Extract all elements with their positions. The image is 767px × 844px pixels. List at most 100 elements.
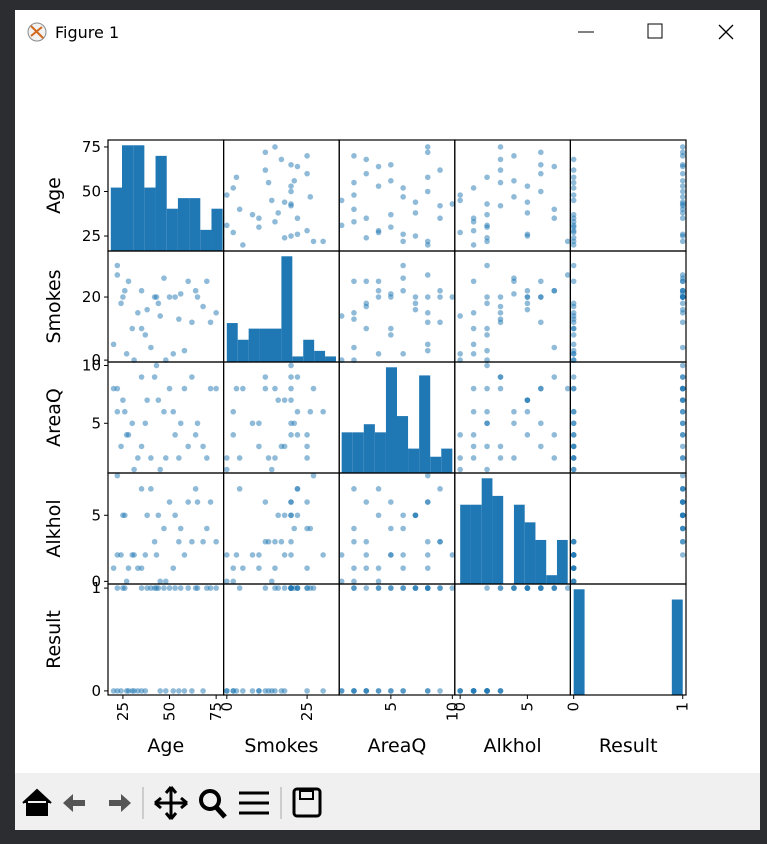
scatter-point <box>304 455 310 461</box>
hist-bar <box>248 328 260 362</box>
scatter-point <box>135 455 141 461</box>
scatter-point <box>551 163 558 170</box>
scatter-point <box>437 202 443 209</box>
scatter-point <box>110 385 117 392</box>
scatter-point <box>679 144 686 150</box>
scatter-point <box>524 210 531 216</box>
zoom-button[interactable] <box>199 789 221 811</box>
save-button[interactable] <box>292 787 322 818</box>
scatter-point <box>304 432 310 438</box>
scatter-point <box>249 211 256 218</box>
maximize-button[interactable] <box>647 23 663 39</box>
scatter-point <box>351 486 357 492</box>
scatter-point <box>538 385 544 392</box>
x-axis-label: Age <box>147 735 184 757</box>
y-tick-label: 10 <box>82 356 101 374</box>
scatter-point <box>351 344 357 351</box>
title-bar: Figure 1 <box>15 10 760 55</box>
scatter-point <box>412 294 419 300</box>
scatter-point <box>363 552 370 558</box>
scatter-point <box>388 178 394 184</box>
scatter-point <box>470 278 477 285</box>
hist-bar <box>460 504 471 584</box>
scatter-point <box>338 552 345 558</box>
scatter-point <box>265 179 272 186</box>
scatter-point <box>288 499 294 505</box>
scatter-point <box>294 432 301 438</box>
scatter-point <box>320 238 326 245</box>
scatter-point <box>470 227 477 234</box>
scatter-point <box>351 179 357 186</box>
scatter-point <box>294 163 301 170</box>
scatter-point <box>230 688 237 694</box>
scatter-point <box>570 316 577 322</box>
y-tick-label: 0 <box>91 572 101 590</box>
toolbar <box>15 773 760 830</box>
scatter-point <box>194 294 201 300</box>
scatter-point <box>570 408 577 415</box>
hist-bar <box>270 328 282 362</box>
scatter-point <box>281 688 288 694</box>
scatter-point <box>135 310 141 316</box>
scatter-point <box>457 197 463 204</box>
back-button[interactable] <box>63 794 85 812</box>
scatter-point <box>166 585 173 591</box>
scatter-point <box>570 242 577 248</box>
scatter-point <box>497 316 504 322</box>
scatter-point <box>679 408 686 415</box>
scatter-point <box>163 688 169 694</box>
scatter-point <box>256 552 262 558</box>
scatter-point <box>400 275 406 281</box>
scatter-point <box>172 585 178 591</box>
scatter-point <box>375 163 382 170</box>
home-button[interactable] <box>22 788 52 816</box>
scatter-point <box>172 432 178 438</box>
scatter-point <box>437 688 443 694</box>
close-button[interactable] <box>718 24 734 40</box>
scatter-point <box>388 525 394 532</box>
x-tick-label: 0 <box>218 702 236 712</box>
scatter-point <box>524 306 531 313</box>
hist-bar <box>385 367 397 473</box>
scatter-point <box>304 443 310 450</box>
y-tick-label: 0 <box>91 682 101 700</box>
scatter-point <box>278 156 285 163</box>
hist-bar <box>671 599 683 695</box>
hist-bar <box>481 478 493 584</box>
scatter-point <box>679 178 686 184</box>
scatter-point <box>291 178 298 184</box>
scatter-point <box>524 408 531 415</box>
scatter-point <box>144 585 150 591</box>
scatter-point <box>166 385 173 392</box>
scatter-point <box>470 310 477 316</box>
scatter-point <box>424 688 431 694</box>
scatter-point <box>185 499 191 505</box>
scatter-point <box>497 303 504 310</box>
scatter-point <box>320 552 326 558</box>
scatter-point <box>511 408 517 415</box>
scatter-point <box>484 466 490 473</box>
scatter-point <box>484 201 490 207</box>
scatter-point <box>363 170 370 177</box>
forward-button[interactable] <box>109 794 131 812</box>
scatter-point <box>564 585 571 591</box>
scatter-point <box>457 688 463 694</box>
scatter-point <box>375 512 382 519</box>
configure-button[interactable] <box>239 791 269 815</box>
scatter-point <box>679 300 686 307</box>
scatter-point <box>424 149 431 156</box>
scatter-point <box>275 210 281 216</box>
hist-bar <box>352 432 364 473</box>
scatter-point <box>189 688 195 694</box>
scatter-point <box>497 167 504 173</box>
scatter-point <box>497 385 504 392</box>
scatter-point <box>363 538 370 545</box>
scatter-point <box>236 206 243 213</box>
scatter-point <box>388 325 394 332</box>
pan-button[interactable] <box>154 786 188 820</box>
scatter-point <box>185 585 191 591</box>
scatter-point <box>484 294 490 300</box>
scatter-point <box>155 300 162 307</box>
scatter-point <box>155 512 162 519</box>
